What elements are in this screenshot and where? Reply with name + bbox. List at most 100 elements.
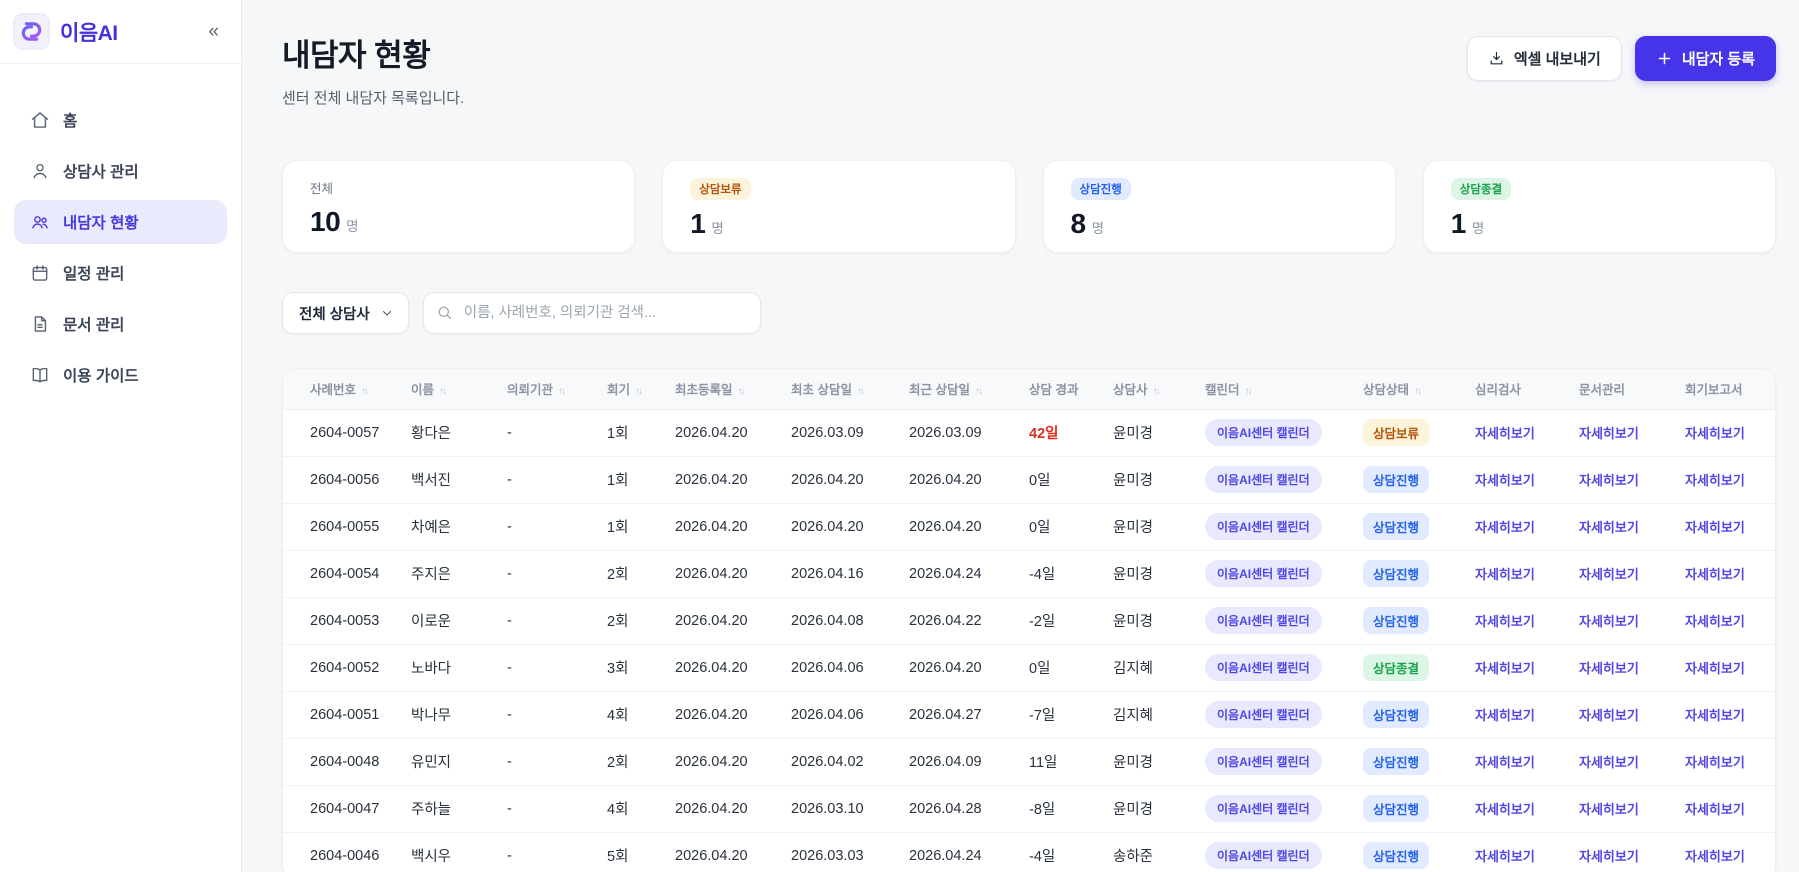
column-header-calendar[interactable]: 캘린더 ↑↓ (1195, 369, 1353, 410)
cell-counselor: 윤미경 (1103, 502, 1195, 550)
sidebar-item-clients[interactable]: 내담자 현황 (14, 200, 227, 244)
sidebar-item-home[interactable]: 홈 (14, 98, 227, 142)
register-client-button[interactable]: 내담자 등록 (1634, 36, 1776, 81)
cell-counselor: 윤미경 (1103, 784, 1195, 832)
cell-docs: 자세히보기 (1569, 737, 1675, 785)
detail-link[interactable]: 자세히보기 (1685, 708, 1745, 723)
column-header-first_session[interactable]: 최초 상담일 ↑↓ (781, 369, 899, 410)
detail-link[interactable]: 자세히보기 (1579, 661, 1639, 676)
detail-link[interactable]: 자세히보기 (1685, 661, 1745, 676)
cell-agency: - (497, 690, 597, 738)
column-header-status[interactable]: 상담상태 ↑↓ (1353, 369, 1465, 410)
calendar-badge[interactable]: 이음AI센터 캘린더 (1205, 419, 1322, 446)
cell-name: 이로운 (401, 596, 497, 644)
detail-link[interactable]: 자세히보기 (1685, 426, 1745, 441)
cell-first-session: 2026.04.06 (781, 643, 899, 691)
cell-recent-session: 2026.03.09 (909, 424, 982, 441)
cell-test: 자세히보기 (1465, 643, 1569, 691)
detail-link[interactable]: 자세히보기 (1475, 567, 1535, 582)
sort-icon: ↑↓ (737, 386, 746, 398)
detail-link[interactable]: 자세히보기 (1579, 755, 1639, 770)
detail-link[interactable]: 자세히보기 (1685, 567, 1745, 582)
detail-link[interactable]: 자세히보기 (1685, 755, 1745, 770)
column-header-registered[interactable]: 최초등록일 ↑↓ (665, 369, 781, 410)
sidebar-item-documents[interactable]: 문서 관리 (14, 302, 227, 346)
cell-case-no: 2604-0057 (310, 424, 380, 441)
cell-recent-session: 2026.04.20 (899, 455, 1019, 503)
cell-first-session: 2026.04.08 (781, 596, 899, 644)
cell-docs: 자세히보기 (1569, 643, 1675, 691)
detail-link[interactable]: 자세히보기 (1579, 473, 1639, 488)
detail-link[interactable]: 자세히보기 (1475, 708, 1535, 723)
stat-card: 전체 10 명 (282, 160, 636, 253)
cell-status: 상담진행 (1353, 549, 1465, 597)
column-header-counselor[interactable]: 상담사 ↑↓ (1103, 369, 1195, 410)
main-content: 내담자 현황 센터 전체 내담자 목록입니다. 엑셀 내보내기 내담자 등록 전… (242, 0, 1799, 872)
column-header-docs: 문서관리 (1569, 369, 1675, 410)
sidebar-item-schedule[interactable]: 일정 관리 (14, 251, 227, 295)
calendar-badge[interactable]: 이음AI센터 캘린더 (1205, 748, 1322, 775)
detail-link[interactable]: 자세히보기 (1579, 520, 1639, 535)
cell-docs: 자세히보기 (1569, 784, 1675, 832)
cell-case-no: 2604-0054 (283, 549, 401, 597)
sidebar-item-guide[interactable]: 이용 가이드 (14, 353, 227, 397)
detail-link[interactable]: 자세히보기 (1685, 614, 1745, 629)
excel-export-button[interactable]: 엑셀 내보내기 (1466, 36, 1622, 81)
counselor-filter-select[interactable]: 전체 상담사 (282, 292, 409, 334)
cell-calendar: 이음AI센터 캘린더 (1195, 690, 1353, 738)
column-header-recent_session[interactable]: 최근 상담일 ↑↓ (899, 369, 1019, 410)
calendar-badge[interactable]: 이음AI센터 캘린더 (1205, 701, 1322, 728)
detail-link[interactable]: 자세히보기 (1579, 567, 1639, 582)
cell-case-no: 2604-0046 (283, 831, 401, 872)
column-header-agency[interactable]: 의뢰기관 ↑↓ (497, 369, 597, 410)
cell-sessions: 1회 (597, 455, 665, 503)
cell-status: 상담진행 (1353, 596, 1465, 644)
stat-value: 1 (1450, 208, 1467, 239)
detail-link[interactable]: 자세히보기 (1475, 755, 1535, 770)
detail-link[interactable]: 자세히보기 (1475, 849, 1535, 865)
cell-case-no: 2604-0048 (283, 737, 401, 785)
calendar-badge[interactable]: 이음AI센터 캘린더 (1205, 607, 1322, 634)
cell-calendar: 이음AI센터 캘린더 (1195, 784, 1353, 832)
detail-link[interactable]: 자세히보기 (1475, 614, 1535, 629)
calendar-badge[interactable]: 이음AI센터 캘린더 (1205, 842, 1322, 870)
column-header-name[interactable]: 이름 ↑↓ (401, 369, 497, 410)
page-header: 내담자 현황 센터 전체 내담자 목록입니다. 엑셀 내보내기 내담자 등록 (282, 30, 1776, 108)
calendar-badge[interactable]: 이음AI센터 캘린더 (1205, 466, 1322, 493)
detail-link[interactable]: 자세히보기 (1579, 849, 1639, 865)
detail-link[interactable]: 자세히보기 (1475, 520, 1535, 535)
column-header-sessions[interactable]: 회기 ↑↓ (597, 369, 665, 410)
calendar-badge[interactable]: 이음AI센터 캘린더 (1205, 560, 1322, 587)
detail-link[interactable]: 자세히보기 (1685, 849, 1745, 865)
detail-link[interactable]: 자세히보기 (1685, 473, 1745, 488)
detail-link[interactable]: 자세히보기 (1579, 802, 1639, 817)
search-input[interactable] (422, 292, 761, 334)
detail-link[interactable]: 자세히보기 (1475, 473, 1535, 488)
cell-elapsed: -4일 (1019, 549, 1103, 597)
cell-registered: 2026.04.20 (665, 502, 781, 550)
detail-link[interactable]: 자세히보기 (1475, 426, 1535, 441)
detail-link[interactable]: 자세히보기 (1475, 661, 1535, 676)
detail-link[interactable]: 자세히보기 (1579, 708, 1639, 723)
cell-registered: 2026.04.20 (665, 737, 781, 785)
cell-counselor: 윤미경 (1103, 596, 1195, 644)
detail-link[interactable]: 자세히보기 (1685, 802, 1745, 817)
cell-calendar: 이음AI센터 캘린더 (1195, 643, 1353, 691)
cell-recent-session: 2026.04.22 (899, 596, 1019, 644)
sidebar-item-counselors[interactable]: 상담사 관리 (14, 149, 227, 193)
column-label: 상담상태 (1363, 383, 1410, 398)
detail-link[interactable]: 자세히보기 (1685, 520, 1745, 535)
calendar-badge[interactable]: 이음AI센터 캘린더 (1205, 513, 1322, 540)
cell-sessions: 5회 (597, 831, 665, 872)
cell-case-no: 2604-0053 (283, 596, 401, 644)
clients-table: 사례번호 ↑↓ 이름 ↑↓ 의뢰기관 ↑↓ 회기 ↑↓ 최초등록일 ↑↓ 최초 상담일 ↑↓ 최근 상담… (283, 369, 1775, 872)
column-header-case_no[interactable]: 사례번호 ↑↓ (283, 369, 401, 410)
cell-status: 상담진행 (1353, 690, 1465, 738)
detail-link[interactable]: 자세히보기 (1579, 426, 1639, 441)
cell-test: 자세히보기 (1465, 455, 1569, 503)
sidebar-collapse-button[interactable]: « (208, 21, 219, 42)
calendar-badge[interactable]: 이음AI센터 캘린더 (1205, 795, 1322, 822)
detail-link[interactable]: 자세히보기 (1475, 802, 1535, 817)
calendar-badge[interactable]: 이음AI센터 캘린더 (1205, 654, 1322, 681)
detail-link[interactable]: 자세히보기 (1579, 614, 1639, 629)
